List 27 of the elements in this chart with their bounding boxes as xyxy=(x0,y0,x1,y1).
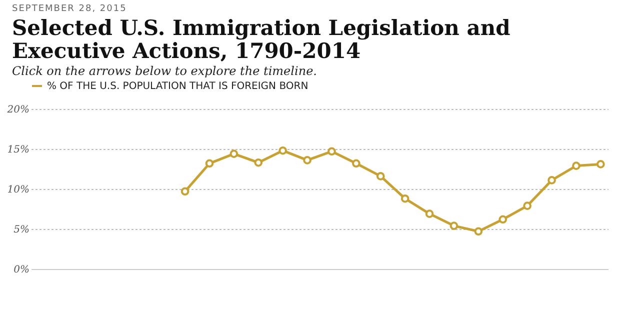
point xyxy=(400,194,410,203)
point xyxy=(180,187,190,196)
point xyxy=(254,158,263,167)
y-tick-label: 15% xyxy=(7,144,30,156)
point xyxy=(230,150,238,158)
point xyxy=(450,222,458,230)
point xyxy=(572,162,580,170)
point xyxy=(474,227,483,236)
point xyxy=(425,210,434,218)
legend-label: % OF THE U.S. POPULATION THAT IS FOREIGN BORN xyxy=(47,81,308,92)
point xyxy=(498,215,508,224)
y-tick-label: 5% xyxy=(14,224,30,236)
chart-subtitle: Click on the arrows below to explore the timeline. xyxy=(12,64,318,78)
point xyxy=(205,159,214,168)
point xyxy=(303,156,312,164)
point xyxy=(328,147,336,156)
text: SEPTEMBER 28, 2015 xyxy=(12,4,128,14)
point xyxy=(523,202,532,210)
y-tick-label: 10% xyxy=(7,184,30,196)
point xyxy=(278,146,287,155)
point xyxy=(376,172,385,180)
y-tick-label: 0% xyxy=(14,264,30,276)
point xyxy=(548,176,556,184)
point xyxy=(596,160,605,168)
y-tick-label: 20% xyxy=(6,104,30,116)
point xyxy=(352,159,360,168)
chart-title: Selected U.S. Immigration Legislation and Executive Actions, 1790-2014 xyxy=(12,15,512,63)
